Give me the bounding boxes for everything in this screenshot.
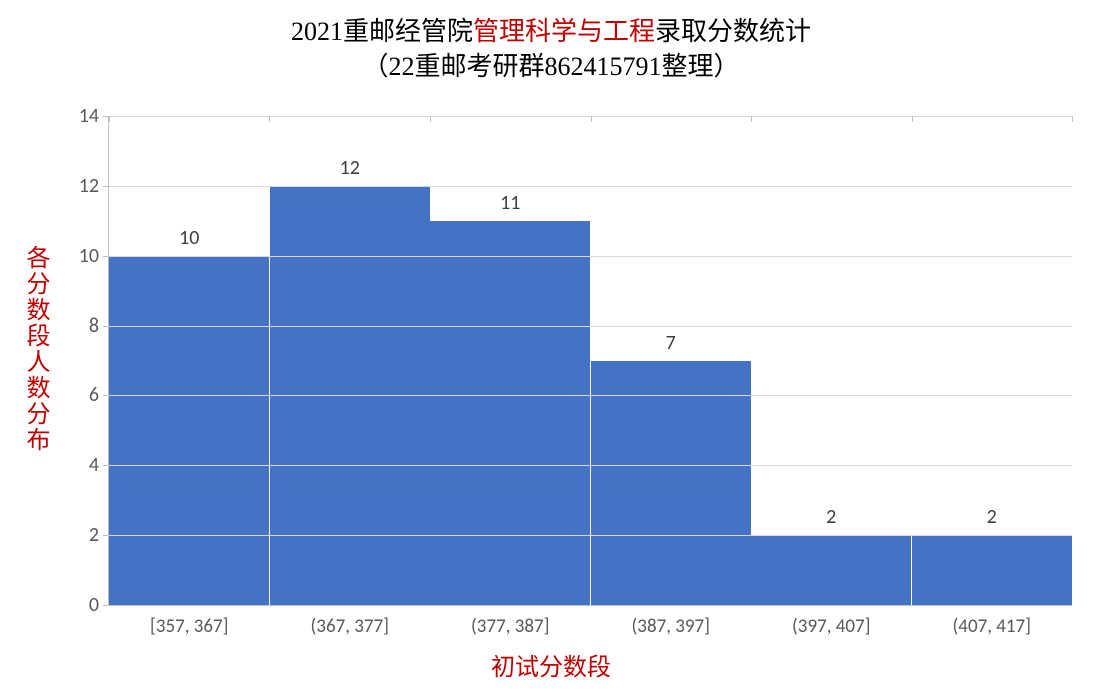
y-axis-label: 各分数段人数分布: [18, 245, 53, 453]
x-tick-mark: [269, 116, 270, 122]
y-tick-label: 6: [89, 383, 109, 407]
bar: 10: [109, 256, 269, 605]
x-tick-label: [357, 367]: [150, 605, 228, 638]
y-tick-label: 14: [79, 104, 109, 128]
x-tick-mark: [1072, 116, 1073, 122]
grid-line: [109, 256, 1072, 257]
x-tick-mark: [109, 116, 110, 122]
y-tick-label: 4: [89, 453, 109, 477]
grid-line: [109, 465, 1072, 466]
x-tick-mark: [591, 116, 592, 122]
x-axis-label: 初试分数段: [0, 647, 1102, 682]
grid-line: [109, 326, 1072, 327]
title-line-2: （22重邮考研群862415791整理）: [0, 49, 1102, 84]
bar: 11: [430, 221, 590, 605]
bar: 7: [591, 361, 751, 606]
title-post: 录取分数统计: [655, 17, 811, 46]
x-tick-label: (397, 407]: [792, 605, 870, 638]
title-highlight: 管理科学与工程: [473, 17, 655, 46]
x-tick-mark: [430, 116, 431, 122]
x-tick-label: (407, 417]: [953, 605, 1031, 638]
bar-value-label: 2: [751, 505, 911, 535]
y-tick-label: 10: [79, 244, 109, 268]
title-line-1: 2021重邮经管院管理科学与工程录取分数统计: [0, 14, 1102, 49]
bar-value-label: 12: [270, 156, 430, 186]
plot-area: 101211722 02468101214[357, 367](367, 377…: [108, 116, 1072, 606]
y-tick-label: 12: [79, 174, 109, 198]
bar-value-label: 10: [109, 226, 269, 256]
grid-line: [109, 535, 1072, 536]
title-pre: 2021重邮经管院: [291, 17, 473, 46]
x-tick-mark: [912, 116, 913, 122]
bar-value-label: 2: [912, 505, 1072, 535]
bar: 2: [912, 535, 1072, 605]
bar-value-label: 11: [430, 191, 590, 221]
x-tick-label: (377, 387]: [471, 605, 549, 638]
bar: 2: [751, 535, 911, 605]
chart-title: 2021重邮经管院管理科学与工程录取分数统计 （22重邮考研群862415791…: [0, 0, 1102, 84]
y-tick-label: 2: [89, 523, 109, 547]
bar-value-label: 7: [591, 331, 751, 361]
x-tick-label: (367, 377]: [311, 605, 389, 638]
x-tick-label: (387, 397]: [632, 605, 710, 638]
y-tick-label: 8: [89, 314, 109, 338]
x-tick-mark: [751, 116, 752, 122]
y-tick-label: 0: [89, 593, 109, 617]
chart-container: 2021重邮经管院管理科学与工程录取分数统计 （22重邮考研群862415791…: [0, 0, 1102, 698]
grid-line: [109, 186, 1072, 187]
grid-line: [109, 395, 1072, 396]
bars-layer: 101211722: [109, 116, 1072, 605]
